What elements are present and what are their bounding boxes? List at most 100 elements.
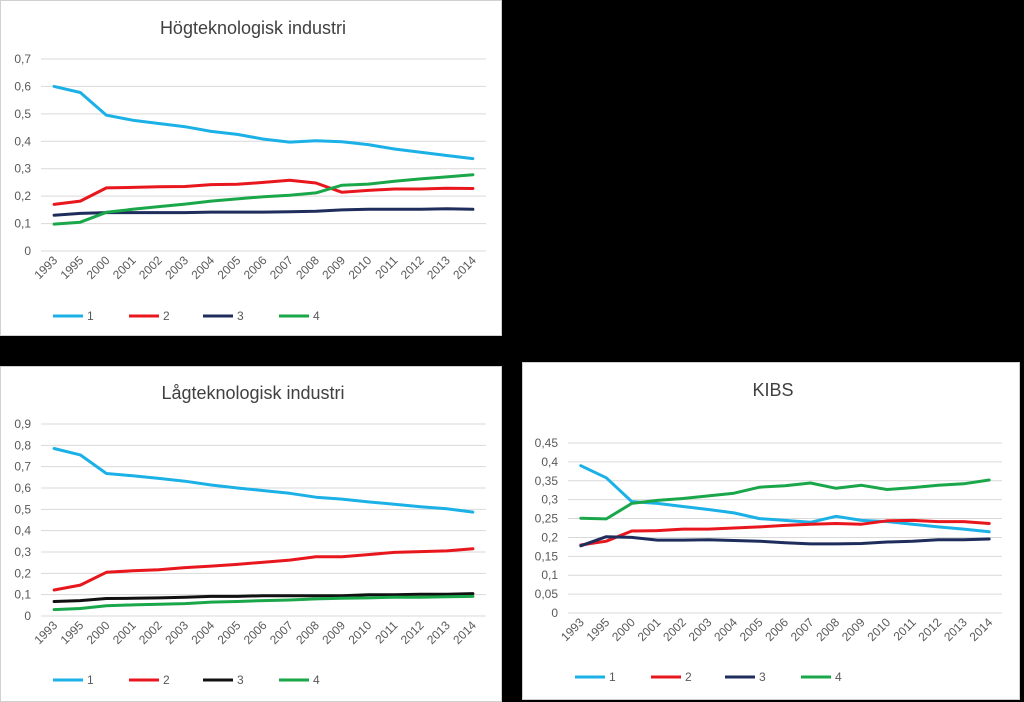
x-tick-label: 1995 <box>58 253 87 282</box>
x-tick-label: 2001 <box>110 253 139 282</box>
series-line-1 <box>52 84 475 161</box>
x-tick-label: 2013 <box>941 615 970 644</box>
x-tick-label: 2014 <box>450 618 479 647</box>
y-tick-label: 0,35 <box>535 474 559 488</box>
chart-hogteknologisk: Högteknologisk industri 0 0,1 0,2 0,3 0,4 0,5 0… <box>14 18 486 323</box>
y-tick-label: 0,3 <box>14 162 31 176</box>
x-tick-label: 1993 <box>31 253 60 282</box>
x-tick-label: 2006 <box>241 253 270 282</box>
x-tick-label: 2002 <box>136 253 165 282</box>
legend-label: 3 <box>237 309 244 323</box>
x-tick-label: 2006 <box>241 618 270 647</box>
y-tick-label: 0,2 <box>541 530 558 544</box>
x-tick-label: 2012 <box>916 615 945 644</box>
legend-label: 4 <box>313 309 320 323</box>
y-tick-label: 0,1 <box>14 588 31 602</box>
x-tick-label: 2010 <box>864 615 893 644</box>
legend-label: 4 <box>835 670 842 684</box>
y-tick-label: 0,05 <box>535 587 559 601</box>
x-tick-label: 2008 <box>813 615 842 644</box>
x-tick-label: 2000 <box>84 618 113 647</box>
y-tick-label: 0,4 <box>14 134 31 148</box>
x-tick-label: 2004 <box>188 618 217 647</box>
legend-label: 2 <box>163 309 170 323</box>
x-tick-label: 2007 <box>267 253 296 282</box>
x-tick-label: 1995 <box>58 618 87 647</box>
legend-label: 1 <box>87 309 94 323</box>
y-tick-label: 0,6 <box>14 481 31 495</box>
chart-panel-kibs: KIBS 0 0,05 0,1 0,15 0,2 0,25 0,3 0,35 0,4 0,45 199… <box>522 362 1020 700</box>
series-line-2 <box>52 178 475 206</box>
legend-label: 4 <box>313 673 320 687</box>
series-line-3 <box>52 592 475 603</box>
y-tick-label: 0,1 <box>541 568 558 582</box>
x-tick-label: 2010 <box>346 253 375 282</box>
y-tick-label: 0,45 <box>535 436 559 450</box>
x-tick-label: 2001 <box>110 618 139 647</box>
x-tick-label: 2014 <box>967 615 996 644</box>
series-line-1 <box>52 447 475 514</box>
legend-label: 1 <box>87 673 94 687</box>
x-tick-label: 2012 <box>398 618 427 647</box>
x-tick-label: 2009 <box>839 615 868 644</box>
x-tick-label: 1993 <box>558 615 587 644</box>
x-tick-label: 2008 <box>293 253 322 282</box>
x-tick-label: 2009 <box>319 618 348 647</box>
series-line-4 <box>579 478 991 521</box>
chart-panel-hogteknologisk: Högteknologisk industri 0 0,1 0,2 0,3 0,4 0,5 0… <box>0 0 502 336</box>
y-tick-label: 0,3 <box>541 493 558 507</box>
x-tick-label: 2007 <box>267 618 296 647</box>
y-tick-label: 0,25 <box>535 512 559 526</box>
x-tick-label: 2007 <box>788 615 817 644</box>
x-tick-label: 2005 <box>737 615 766 644</box>
series-line-2 <box>579 518 991 547</box>
x-tick-label: 1995 <box>584 615 613 644</box>
x-tick-label: 2008 <box>293 618 322 647</box>
y-tick-label: 0,5 <box>14 502 31 516</box>
x-tick-label: 2011 <box>372 253 400 281</box>
y-tick-label: 0,4 <box>14 524 31 538</box>
y-tick-label: 0,8 <box>14 438 31 452</box>
x-tick-label: 2011 <box>891 615 919 643</box>
x-tick-label: 2005 <box>215 253 244 282</box>
chart-kibs: KIBS 0 0,05 0,1 0,15 0,2 0,25 0,3 0,35 0,4 0,45 199… <box>535 380 1002 684</box>
x-tick-label: 2009 <box>319 253 348 282</box>
y-tick-label: 0,6 <box>14 79 31 93</box>
x-tick-label: 2014 <box>450 253 479 282</box>
x-tick-label: 2004 <box>188 253 217 282</box>
x-tick-label: 2001 <box>635 615 664 644</box>
x-tick-label: 2003 <box>686 615 715 644</box>
x-tick-label: 2012 <box>398 253 427 282</box>
x-tick-label: 2003 <box>162 618 191 647</box>
chart-panel-lagteknologisk: Lågteknologisk industri 0 0,1 0,2 0,3 0,4 0,5 0… <box>0 366 502 702</box>
x-tick-label: 2006 <box>762 615 791 644</box>
x-tick-label: 2013 <box>424 253 453 282</box>
x-tick-label: 2000 <box>609 615 638 644</box>
x-tick-label: 2013 <box>424 618 453 647</box>
chart-title: KIBS <box>752 380 793 400</box>
y-tick-label: 0,5 <box>14 107 31 121</box>
x-tick-label: 2003 <box>162 253 191 282</box>
x-tick-label: 2011 <box>372 618 400 646</box>
y-tick-label: 0 <box>24 244 31 258</box>
y-tick-label: 0 <box>24 609 31 623</box>
x-tick-label: 2010 <box>346 618 375 647</box>
series-line-3 <box>52 207 475 217</box>
legend-label: 3 <box>237 673 244 687</box>
series-line-4 <box>52 173 475 226</box>
y-tick-label: 0,15 <box>535 549 559 563</box>
x-tick-label: 2005 <box>215 618 244 647</box>
legend-label: 2 <box>163 673 170 687</box>
chart-title: Högteknologisk industri <box>160 18 346 38</box>
y-tick-label: 0 <box>551 606 558 620</box>
y-tick-label: 0,1 <box>14 217 31 231</box>
legend-label: 2 <box>685 670 692 684</box>
series-line-3 <box>579 535 991 548</box>
series-line-4 <box>52 594 475 612</box>
y-tick-label: 0,3 <box>14 545 31 559</box>
legend-label: 3 <box>759 670 766 684</box>
chart-lagteknologisk: Lågteknologisk industri 0 0,1 0,2 0,3 0,4 0,5 0… <box>14 383 486 687</box>
x-tick-label: 1993 <box>31 618 60 647</box>
y-tick-label: 0,2 <box>14 566 31 580</box>
x-tick-label: 2000 <box>84 253 113 282</box>
